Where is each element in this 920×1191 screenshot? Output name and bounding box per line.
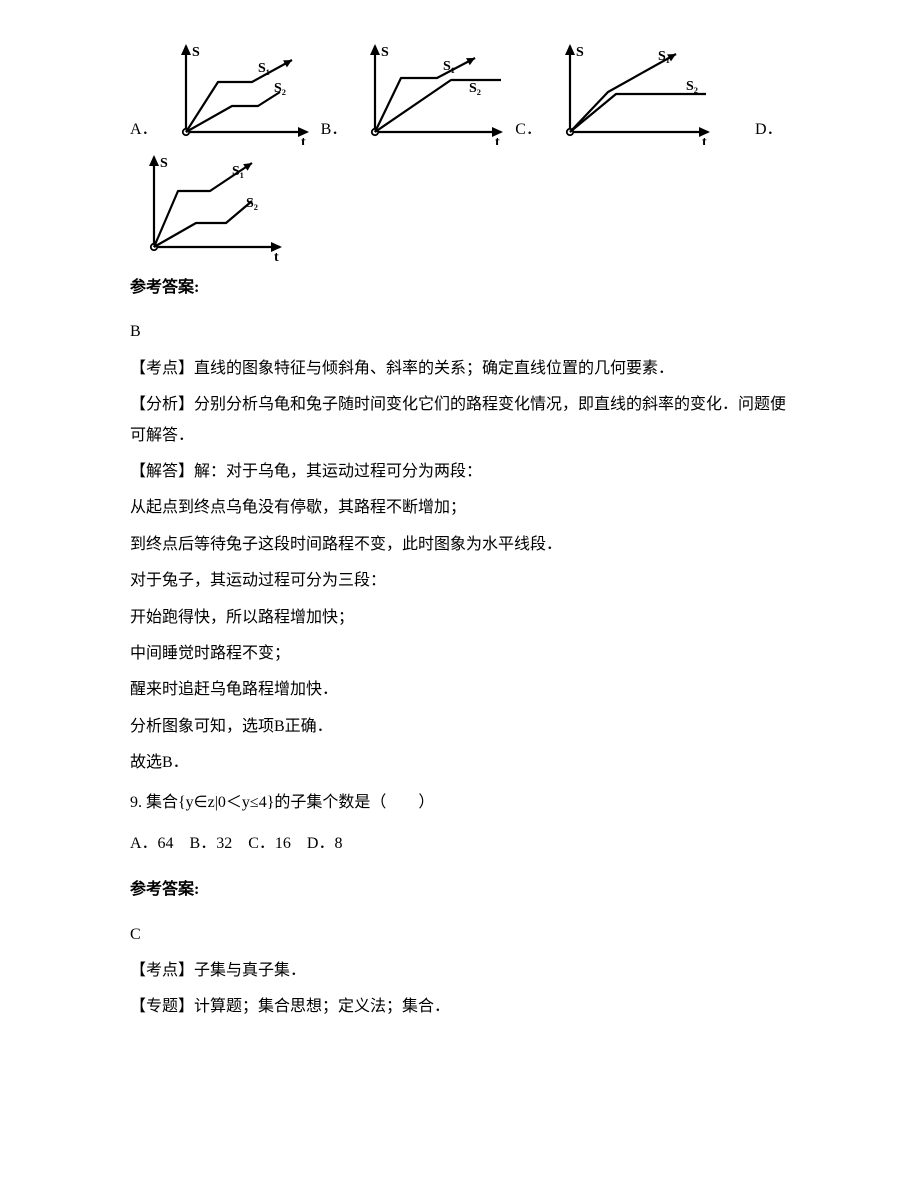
svg-text:t: t [274, 250, 279, 261]
chart-b: St S₁ S₂ [351, 40, 511, 145]
svg-text:S₁: S₁ [232, 164, 244, 179]
chart-a: St S₁ S₂ [162, 40, 317, 145]
q9-options: A．64 B．32 C．16 D．8 [130, 829, 790, 859]
svg-text:S₁: S₁ [443, 59, 455, 74]
q9-answer-letter: C [130, 920, 790, 950]
svg-text:S: S [192, 45, 200, 60]
fenxi: 【分析】分别分析乌龟和兔子随时间变化它们的路程变化情况，即直线的斜率的变化．问题… [130, 390, 790, 451]
chart-b-svg: St S₁ S₂ [351, 40, 511, 145]
jieda-line-2: 到终点后等待兔子这段时间路程不变，此时图象为水平线段． [130, 530, 790, 560]
chart-d: St S₁ S₂ [130, 151, 290, 261]
jieda-line-4: 开始跑得快，所以路程增加快； [130, 603, 790, 633]
svg-text:S₂: S₂ [469, 81, 481, 96]
svg-text:S₁: S₁ [658, 49, 670, 64]
svg-text:S₂: S₂ [274, 81, 286, 96]
jieda-line-3: 对于兔子，其运动过程可分为三段： [130, 566, 790, 596]
svg-text:S₁: S₁ [258, 61, 270, 76]
jieda-head: 【解答】解：对于乌龟，其运动过程可分为两段： [130, 457, 790, 487]
q9-zhuanti: 【专题】计算题；集合思想；定义法；集合． [130, 992, 790, 1022]
svg-text:S: S [160, 156, 168, 171]
svg-text:t: t [702, 135, 707, 145]
chart-row-2: St S₁ S₂ [130, 151, 790, 261]
svg-text:S₂: S₂ [686, 79, 698, 94]
option-label-d: D． [755, 115, 783, 145]
option-label-a: A． [130, 115, 158, 145]
option-label-c: C． [515, 115, 542, 145]
svg-text:t: t [495, 135, 500, 145]
option-label-b: B． [321, 115, 348, 145]
q9-stem: 9. 集合{y∈z|0＜y≤4}的子集个数是（ ） [130, 788, 790, 818]
answer-header-1: 参考答案: [130, 273, 790, 303]
chart-d-svg: St S₁ S₂ [130, 151, 290, 261]
answer-letter: B [130, 317, 790, 347]
jieda-line-1: 从起点到终点乌龟没有停歇，其路程不断增加； [130, 493, 790, 523]
svg-text:S: S [381, 45, 389, 60]
svg-text:S₂: S₂ [246, 196, 258, 211]
chart-row-1: A． St S₁ S₂ B． St S₁ S₂ C． St S₁ S₂ D． [130, 40, 790, 145]
jieda-line-5: 中间睡觉时路程不变； [130, 639, 790, 669]
kaodian: 【考点】直线的图象特征与倾斜角、斜率的关系；确定直线位置的几何要素． [130, 354, 790, 384]
chart-c: St S₁ S₂ [546, 40, 721, 145]
chart-c-svg: St S₁ S₂ [546, 40, 721, 145]
jieda-line-7: 分析图象可知，选项B正确． [130, 712, 790, 742]
svg-text:S: S [576, 45, 584, 60]
chart-a-svg: St S₁ S₂ [162, 40, 317, 145]
jieda-line-8: 故选B． [130, 748, 790, 778]
q9-kaodian: 【考点】子集与真子集． [130, 956, 790, 986]
answer-header-2: 参考答案: [130, 875, 790, 905]
jieda-line-6: 醒来时追赶乌龟路程增加快． [130, 675, 790, 705]
svg-text:t: t [301, 135, 306, 145]
